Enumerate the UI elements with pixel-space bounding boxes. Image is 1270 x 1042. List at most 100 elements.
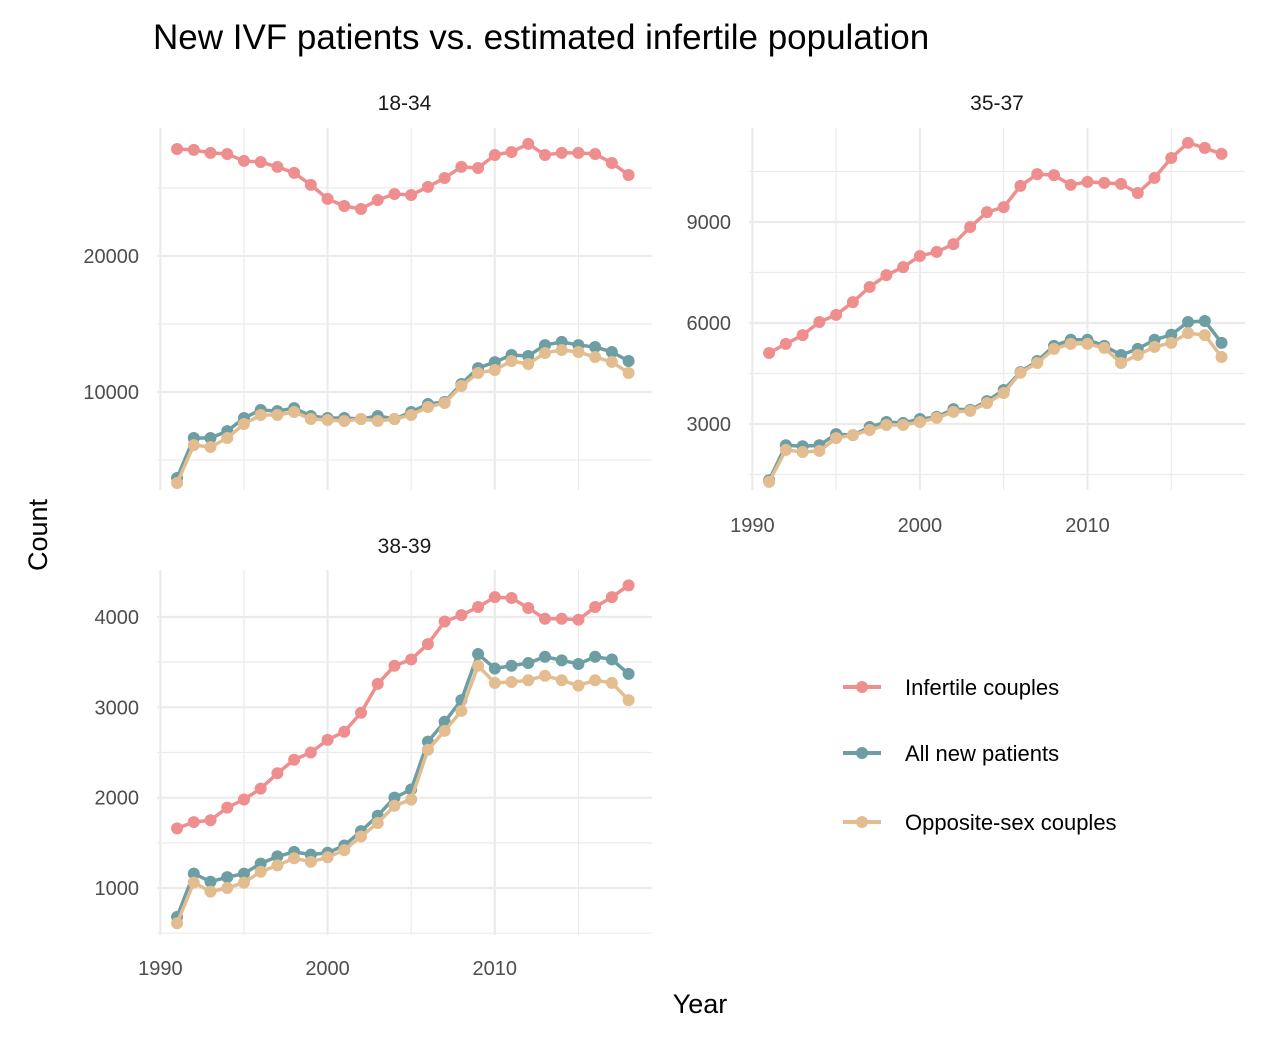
data-point-opposite xyxy=(338,415,351,428)
data-point-opposite xyxy=(438,724,451,737)
data-point-opposite xyxy=(555,674,568,687)
data-point-opposite xyxy=(221,432,234,445)
data-point-infertile xyxy=(421,638,434,651)
data-point-infertile xyxy=(538,148,551,161)
y-tick-label: 6000 xyxy=(687,313,732,335)
y-tick-label: 10000 xyxy=(83,382,139,404)
data-point-infertile xyxy=(388,659,401,672)
data-point-infertile xyxy=(388,188,401,201)
data-point-all xyxy=(472,648,485,661)
data-point-infertile xyxy=(763,346,776,359)
y-tick-label: 3000 xyxy=(687,414,732,436)
data-point-opposite xyxy=(271,859,284,872)
data-point-all xyxy=(538,650,551,663)
data-point-opposite xyxy=(1148,340,1161,353)
data-point-opposite xyxy=(321,851,334,864)
data-point-opposite xyxy=(405,793,418,806)
data-point-opposite xyxy=(1098,341,1111,354)
data-point-opposite xyxy=(980,397,993,410)
data-point-opposite xyxy=(388,412,401,425)
data-point-all xyxy=(488,662,501,675)
data-point-infertile xyxy=(254,782,267,795)
data-point-opposite xyxy=(589,351,602,364)
data-point-infertile xyxy=(813,315,826,328)
data-point-infertile xyxy=(505,145,518,158)
data-point-infertile xyxy=(572,613,585,626)
data-point-opposite xyxy=(605,355,618,368)
y-tick-label: 9000 xyxy=(687,212,732,234)
data-point-infertile xyxy=(288,166,301,179)
data-point-infertile xyxy=(338,725,351,738)
series-line-all xyxy=(175,652,630,918)
data-point-infertile xyxy=(221,147,234,160)
series-all xyxy=(171,335,635,485)
data-point-infertile xyxy=(1031,168,1044,181)
series-line-infertile xyxy=(768,141,1223,355)
data-point-infertile xyxy=(237,154,250,167)
data-point-all xyxy=(589,340,602,353)
data-point-opposite xyxy=(1047,342,1060,355)
data-point-all xyxy=(605,346,618,359)
facet-title: 18-34 xyxy=(378,92,432,115)
y-tick-label: 3000 xyxy=(95,697,140,719)
legend-key-point xyxy=(856,816,868,828)
series-line-opposite xyxy=(175,348,630,484)
data-point-opposite xyxy=(421,400,434,413)
data-point-opposite xyxy=(1031,357,1044,370)
data-point-infertile xyxy=(438,615,451,628)
series-line-opposite xyxy=(175,664,630,924)
series-line-infertile xyxy=(176,583,630,831)
data-point-infertile xyxy=(288,753,301,766)
data-point-infertile xyxy=(622,579,635,592)
data-point-opposite xyxy=(572,679,585,692)
data-point-infertile xyxy=(421,180,434,193)
panel-35-37: 35-37 3000 6000 9000 1990 2000 2010 xyxy=(687,92,1245,537)
data-point-opposite xyxy=(1131,348,1144,361)
data-point-opposite xyxy=(830,432,843,445)
series-line-all xyxy=(175,340,630,479)
data-point-all xyxy=(1215,336,1228,349)
data-point-infertile xyxy=(555,146,568,159)
data-point-infertile xyxy=(1182,136,1195,149)
data-point-opposite xyxy=(338,844,351,857)
data-point-infertile xyxy=(237,793,250,806)
data-point-infertile xyxy=(472,162,485,175)
data-point-opposite xyxy=(355,830,368,843)
y-tick-label: 1000 xyxy=(95,878,140,900)
data-point-opposite xyxy=(304,412,317,425)
data-point-opposite xyxy=(913,415,926,428)
data-point-infertile xyxy=(187,816,200,829)
x-tick-label: 1990 xyxy=(138,958,183,980)
data-point-opposite xyxy=(1198,329,1211,342)
series-all xyxy=(763,314,1228,487)
x-tick-label: 1990 xyxy=(730,515,775,537)
data-point-opposite xyxy=(421,743,434,756)
data-point-opposite xyxy=(1014,366,1027,379)
x-axis-label: Year xyxy=(673,989,728,1019)
data-point-infertile xyxy=(438,171,451,184)
data-point-infertile xyxy=(405,188,418,201)
data-point-opposite xyxy=(763,475,776,488)
data-point-infertile xyxy=(572,146,585,159)
data-point-opposite xyxy=(388,799,401,812)
data-point-infertile xyxy=(1014,179,1027,192)
data-point-opposite xyxy=(204,885,217,898)
data-point-infertile xyxy=(321,733,334,746)
data-point-opposite xyxy=(522,357,535,370)
data-point-opposite xyxy=(947,405,960,418)
data-point-all xyxy=(572,657,585,670)
data-point-infertile xyxy=(947,238,960,251)
data-point-infertile xyxy=(1198,141,1211,154)
series-line-opposite xyxy=(767,331,1223,483)
data-point-infertile xyxy=(187,143,200,156)
data-point-infertile xyxy=(455,609,468,622)
y-axis-label: Count xyxy=(23,498,53,571)
data-point-opposite xyxy=(863,424,876,437)
data-point-opposite xyxy=(1165,336,1178,349)
legend-label: All new patients xyxy=(905,741,1059,766)
legend: Infertile couples All new patients Opposit… xyxy=(843,675,1117,835)
legend-label: Infertile couples xyxy=(905,675,1059,700)
data-point-opposite xyxy=(622,694,635,707)
data-point-opposite xyxy=(538,669,551,682)
data-point-infertile xyxy=(1165,151,1178,164)
